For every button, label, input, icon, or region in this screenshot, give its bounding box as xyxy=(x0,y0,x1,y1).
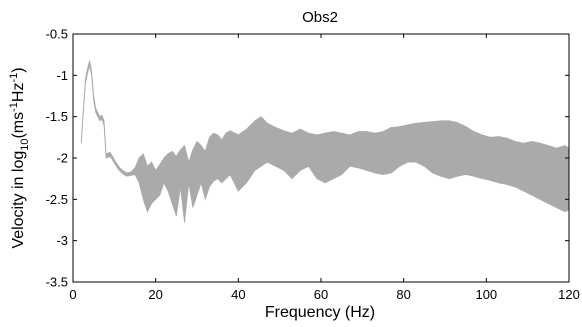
x-tick-label: 20 xyxy=(148,287,162,302)
y-tick-label: -0.5 xyxy=(46,27,68,42)
y-axis-label: Velocity in log10(ms-1Hz-1) xyxy=(8,67,31,248)
y-tick-label: -3 xyxy=(56,233,68,248)
y-axis-label-pre: Velocity in log xyxy=(10,151,27,249)
chart-title: Obs2 xyxy=(302,9,338,26)
x-tick-label: 60 xyxy=(314,287,328,302)
y-tick-label: -1.5 xyxy=(46,109,68,124)
y-axis-label-post: ) xyxy=(10,67,27,72)
y-axis-label-sup2: -1 xyxy=(8,73,20,83)
y-axis-label-mid: (ms xyxy=(10,112,27,139)
axes: 0 20 40 60 80 100 120 -0.5 -1 -1.5 -2 -2.5 -3 -3.5 xyxy=(46,27,580,303)
series-band-0 xyxy=(80,60,570,223)
y-axis-label-group: Velocity in log10(ms-1Hz-1) xyxy=(8,67,31,248)
x-tick-label: 40 xyxy=(231,287,245,302)
x-axis-label: Frequency (Hz) xyxy=(265,304,375,321)
x-tick-label: 120 xyxy=(558,287,580,302)
y-axis-label-mid2: Hz xyxy=(10,83,27,103)
x-tick-label: 0 xyxy=(69,287,76,302)
y-tick-label: -2 xyxy=(56,151,68,166)
x-tick-label: 100 xyxy=(475,287,497,302)
y-tick-label: -1 xyxy=(56,68,68,83)
y-axis-label-sub: 10 xyxy=(19,139,31,151)
x-tick-label: 80 xyxy=(396,287,410,302)
y-tick-label: -3.5 xyxy=(46,275,68,290)
y-axis-label-sup1: -1 xyxy=(8,102,20,112)
y-tick-label: -2.5 xyxy=(46,192,68,207)
plot-area xyxy=(80,60,570,223)
